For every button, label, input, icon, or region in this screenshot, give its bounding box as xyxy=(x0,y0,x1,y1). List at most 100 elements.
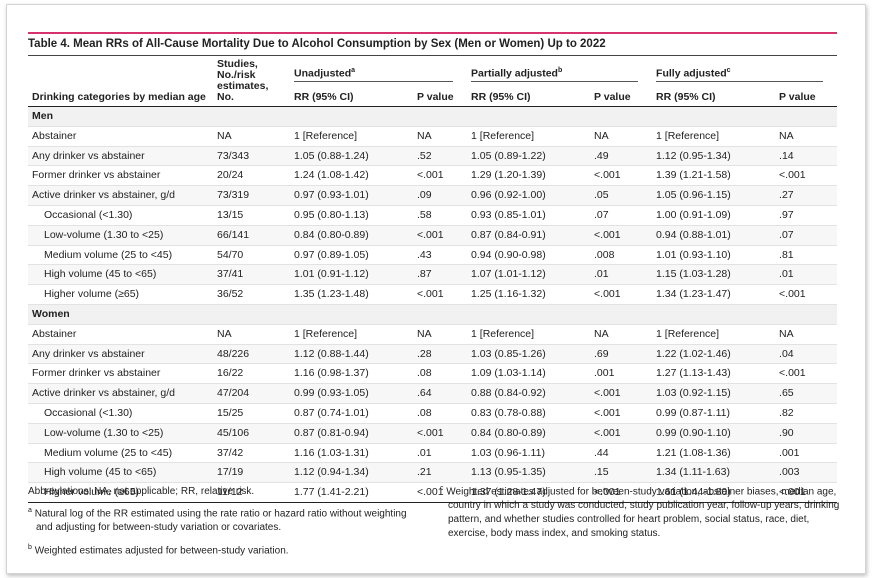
table-cell: .27 xyxy=(775,185,838,206)
footnote-text: Natural log of the RR estimated using th… xyxy=(34,508,407,534)
row-label: Former drinker vs abstainer xyxy=(28,363,213,385)
header-row: Studies, No./risk estimates, No. Unadjust… xyxy=(28,55,838,107)
header-cell: Studies, No./risk estimates, No. xyxy=(213,55,290,107)
table-cell: .05 xyxy=(590,185,653,206)
table-cell: 1.39 (1.21-1.58) xyxy=(652,165,776,187)
table-cell: 73/343 xyxy=(213,146,290,167)
table-cell: .04 xyxy=(775,344,838,365)
row-label: Occasional (<1.30) xyxy=(28,403,213,424)
table-cell: <.001 xyxy=(590,403,653,424)
table-cell: .81 xyxy=(775,245,838,266)
table-cell: 0.87 (0.81-0.94) xyxy=(290,423,413,444)
table-cell: 0.94 (0.88-1.01) xyxy=(652,225,776,246)
table-cell: 1 [Reference] xyxy=(467,126,591,147)
table-card: Table 4. Mean RRs of All-Cause Mortality… xyxy=(6,4,866,574)
group-underline: Fully adjustedc xyxy=(656,65,824,83)
table-cell: 1.03 (0.92-1.15) xyxy=(652,383,776,404)
table-cell: .65 xyxy=(775,383,838,404)
table-cell: 45/106 xyxy=(213,423,290,444)
table-header: Studies, No./risk estimates, No. Unadjust… xyxy=(28,55,838,108)
table-cell: NA xyxy=(775,126,838,147)
table-cell: 1.34 (1.23-1.47) xyxy=(652,284,776,305)
section-row: Men xyxy=(28,106,838,127)
table-row: Higher volume (≥65) 11/12 1.77 (1.41-2.21)… xyxy=(28,482,838,503)
table-cell: 1.22 (1.02-1.46) xyxy=(652,344,776,365)
table-cell: .52 xyxy=(413,146,468,167)
group-name: Unadjusted xyxy=(294,67,352,80)
table-cell: .15 xyxy=(590,462,653,484)
table-row: Low-volume (1.30 to <25) 45/106 0.87 (0.81… xyxy=(28,423,838,444)
table-row: Any drinker vs abstainer 48/226 1.12 (0.88… xyxy=(28,344,838,365)
row-label: Any drinker vs abstainer xyxy=(28,344,213,365)
table-cell: .07 xyxy=(590,205,653,226)
row-label: Occasional (<1.30) xyxy=(28,205,213,226)
table-cell: .07 xyxy=(775,225,838,246)
table-cell: .28 xyxy=(413,344,468,365)
table-cell: .01 xyxy=(590,264,653,286)
table-title: Table 4. Mean RRs of All-Cause Mortality… xyxy=(28,32,837,50)
table-cell: 1.16 (1.03-1.31) xyxy=(290,443,413,464)
table-cell: .001 xyxy=(775,443,838,464)
table-cell: 73/319 xyxy=(213,185,290,206)
table-cell: <.001 xyxy=(590,284,653,305)
table-cell: 1.12 (0.95-1.34) xyxy=(652,146,776,167)
row-label: Abstainer xyxy=(28,324,213,345)
table-cell: 1.12 (0.88-1.44) xyxy=(290,344,413,365)
table-row: High volume (45 to <65) 37/41 1.01 (0.91-1… xyxy=(28,264,838,286)
table-cell: <.001 xyxy=(413,423,468,444)
table-cell: 17/19 xyxy=(213,462,290,484)
table-cell: .008 xyxy=(590,245,653,266)
table-cell: 47/204 xyxy=(213,383,290,404)
table-row: Former drinker vs abstainer 20/24 1.24 (1.… xyxy=(28,165,838,187)
table-cell: 1.29 (1.20-1.39) xyxy=(467,165,591,187)
table-cell: .82 xyxy=(775,403,838,424)
table-cell: 1.01 (0.91-1.12) xyxy=(290,264,413,286)
group-header: Unadjusteda xyxy=(290,55,468,85)
table-cell: 1.05 (0.88-1.24) xyxy=(290,146,413,167)
table-cell: 0.96 (0.92-1.00) xyxy=(467,185,591,206)
table-cell: <.001 xyxy=(775,165,838,187)
table-cell: .08 xyxy=(413,363,468,385)
footnote-mark: b xyxy=(557,66,563,74)
table-cell: 1.13 (0.95-1.35) xyxy=(467,462,591,484)
table-row: High volume (45 to <65) 17/19 1.12 (0.94-1… xyxy=(28,462,838,484)
table-cell: 0.84 (0.80-0.89) xyxy=(467,423,591,444)
group-underline: Unadjusteda xyxy=(294,65,454,83)
header-cell: RR (95% CI) xyxy=(290,84,413,108)
table-cell: 36/52 xyxy=(213,284,290,305)
table-cell: NA xyxy=(413,324,468,345)
row-label: Low-volume (1.30 to <25) xyxy=(28,423,213,444)
row-label: Medium volume (25 to <45) xyxy=(28,443,213,464)
table-cell: 1.09 (1.03-1.14) xyxy=(467,363,591,385)
table-cell: 0.93 (0.85-1.01) xyxy=(467,205,591,226)
table-cell: .01 xyxy=(775,264,838,286)
footnotes-left: Abbreviations: NA, not applicable; RR, r… xyxy=(28,485,423,565)
table-cell: .09 xyxy=(413,185,468,206)
header-cell: P value xyxy=(413,84,468,108)
table-cell: 1.24 (1.08-1.42) xyxy=(290,165,413,187)
table-cell: 0.95 (0.80-1.13) xyxy=(290,205,413,226)
data-table: Studies, No./risk estimates, No. Unadjust… xyxy=(28,55,838,503)
row-label: Low-volume (1.30 to <25) xyxy=(28,225,213,246)
table-cell: 1.07 (1.01-1.12) xyxy=(467,264,591,286)
footnote-mark: a xyxy=(28,507,32,514)
table-cell: 0.99 (0.87-1.11) xyxy=(652,403,776,424)
table-cell: 1.34 (1.11-1.63) xyxy=(652,462,776,484)
table-cell: NA xyxy=(590,324,653,345)
header-row: Drinking categories by median age RR (95%… xyxy=(28,84,838,108)
table-row: Higher volume (≥65) 36/52 1.35 (1.23-1.48)… xyxy=(28,284,838,305)
table-body: Men Abstainer NA 1 [Reference] NA 1 [Referenc… xyxy=(28,106,838,503)
footnote: a Natural log of the RR estimated using … xyxy=(28,504,423,535)
table-cell: 0.88 (0.84-0.92) xyxy=(467,383,591,404)
table-cell: 1 [Reference] xyxy=(290,324,413,345)
header-cell: RR (95% CI) xyxy=(652,84,776,108)
table-cell: <.001 xyxy=(590,165,653,187)
table-cell: 16/22 xyxy=(213,363,290,385)
table-cell: <.001 xyxy=(775,284,838,305)
table-cell: .69 xyxy=(590,344,653,365)
table-cell: 1.77 (1.41-2.21) xyxy=(290,482,413,503)
table-cell: 0.84 (0.80-0.89) xyxy=(290,225,413,246)
table-cell: 11/12 xyxy=(213,482,290,503)
table-cell: .97 xyxy=(775,205,838,226)
